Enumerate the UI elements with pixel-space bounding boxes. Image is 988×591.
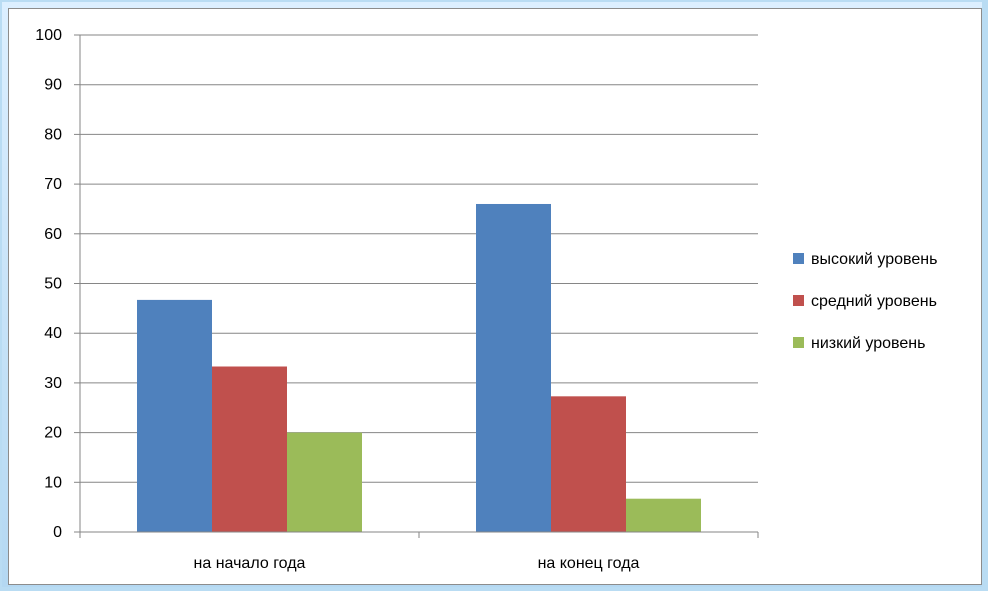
y-axis: 0 10 20 30 40 50 60 70 80 90 100	[35, 27, 81, 541]
bar-2-1	[212, 366, 287, 532]
x-category-label: на конец года	[538, 555, 640, 572]
bar-1-1	[137, 299, 212, 532]
y-tick-label: 20	[44, 425, 62, 442]
bar-3-2	[626, 498, 701, 532]
legend-swatch	[793, 295, 804, 306]
legend-swatch	[793, 253, 804, 264]
legend: высокий уровень средний уровень низкий уро…	[793, 251, 937, 352]
legend-label: средний уровень	[811, 293, 937, 310]
y-tick-label: 100	[35, 27, 62, 44]
x-category-label: на начало года	[194, 555, 306, 572]
bar-2-2	[551, 396, 626, 532]
y-tick-label: 10	[44, 474, 62, 491]
y-tick-label: 30	[44, 375, 62, 392]
y-tick-label: 60	[44, 226, 62, 243]
x-axis: на начало года на конец года	[79, 531, 759, 572]
y-tick-label: 40	[44, 325, 62, 342]
y-tick-label: 90	[44, 77, 62, 94]
bar-3-1	[287, 432, 362, 532]
bar-1-2	[476, 203, 551, 533]
y-tick-label: 50	[44, 276, 62, 293]
y-tick-label: 0	[53, 524, 62, 541]
bars	[137, 203, 701, 533]
y-tick-label: 70	[44, 176, 62, 193]
gridlines	[80, 34, 758, 483]
legend-label: высокий уровень	[811, 251, 937, 268]
legend-swatch	[793, 337, 804, 348]
legend-label: низкий уровень	[811, 335, 925, 352]
y-tick-label: 80	[44, 126, 62, 143]
